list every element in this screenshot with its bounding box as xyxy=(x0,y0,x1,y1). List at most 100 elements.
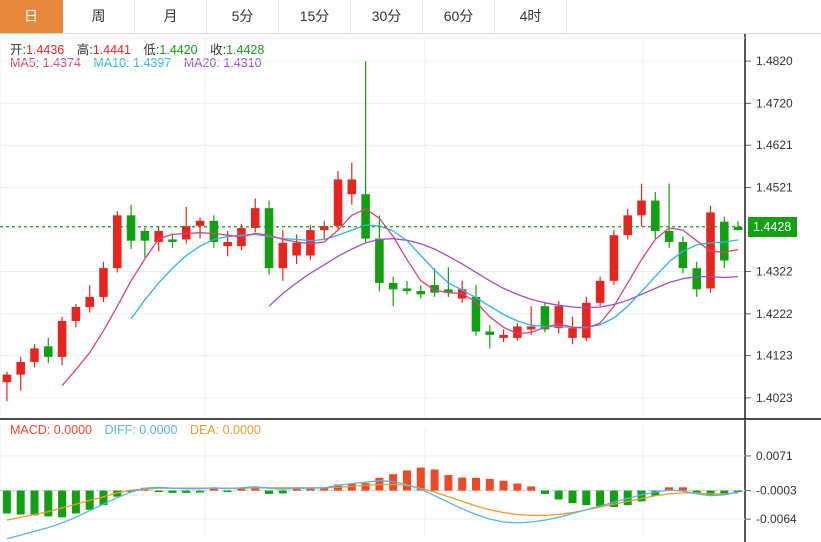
candle-body xyxy=(430,285,439,293)
candle-28 xyxy=(388,276,398,307)
candle-body xyxy=(181,225,191,240)
macd-histogram-bar-49 xyxy=(678,487,687,491)
low-label: 低: xyxy=(143,43,160,57)
ma10-label: MA10: xyxy=(93,56,130,70)
candle-34 xyxy=(471,285,481,336)
candle-1 xyxy=(16,356,25,391)
price-tick-label-4: 1.4322 xyxy=(756,265,793,279)
ma20-label: MA20: xyxy=(183,56,220,70)
candle-body xyxy=(444,289,453,293)
candle-body xyxy=(733,226,743,231)
candle-body xyxy=(2,374,12,383)
candle-body xyxy=(651,200,660,231)
macd-histogram-bar-34 xyxy=(472,477,480,491)
price-tick-label-7: 1.4023 xyxy=(756,391,793,405)
tab-7[interactable]: 60分 xyxy=(423,0,495,33)
candle-body xyxy=(209,220,219,242)
candle-8 xyxy=(112,211,122,273)
dea-value: 0.0000 xyxy=(222,423,261,437)
candle-body xyxy=(499,334,508,338)
candle-body xyxy=(44,346,53,357)
tab-3[interactable]: 月 xyxy=(135,0,207,33)
macd-histogram-bar-12 xyxy=(168,490,177,493)
tab-6[interactable]: 30分 xyxy=(351,0,423,33)
price-tick-label-6: 1.4123 xyxy=(756,349,793,363)
candle-body xyxy=(402,288,412,291)
tab-2[interactable]: 周 xyxy=(63,0,135,33)
ma20-value: 1.4310 xyxy=(223,56,262,70)
macd-histogram-bar-28 xyxy=(389,474,398,491)
candle-5 xyxy=(71,304,81,328)
tab-4[interactable]: 5分 xyxy=(207,0,279,33)
macd-histogram-bar-52 xyxy=(720,490,729,495)
candle-body xyxy=(471,296,481,332)
macd-histogram-bar-16 xyxy=(223,490,232,493)
candle-0 xyxy=(2,371,12,402)
candle-body xyxy=(416,290,426,295)
candle-23 xyxy=(319,220,329,240)
macd-histogram-bar-3 xyxy=(44,490,53,517)
macd-histogram-bar-35 xyxy=(485,478,494,491)
candlestick-chart[interactable]: 1.4820 1.4720 1.4621 1.4521 1.4322 1.4222 1.41… xyxy=(0,34,821,542)
candle-body xyxy=(485,331,495,335)
candle-43 xyxy=(595,276,605,307)
macd-histogram-bar-13 xyxy=(182,490,191,493)
macd-histogram-bar-21 xyxy=(292,487,301,491)
macd-histogram-bar-1 xyxy=(16,490,25,515)
candle-body xyxy=(692,268,701,290)
candle-3 xyxy=(44,337,53,364)
price-tick-label-3: 1.4521 xyxy=(756,180,793,194)
ma10-value: 1.4397 xyxy=(133,56,172,70)
price-tick-label-5: 1.4222 xyxy=(756,307,793,321)
candle-body xyxy=(513,326,522,338)
macd-histogram-bar-18 xyxy=(251,487,260,491)
macd-histogram-bar-50 xyxy=(692,490,701,493)
candle-body xyxy=(112,215,122,269)
diff-label: DIFF: xyxy=(104,423,136,437)
candle-2 xyxy=(30,344,39,368)
tab-1[interactable]: 日 xyxy=(0,0,63,33)
macd-histogram-bar-31 xyxy=(430,469,439,491)
candle-41 xyxy=(568,316,577,345)
candle-14 xyxy=(195,217,205,239)
timeframe-tabbar[interactable]: 日周月 5分 15分 30分 60分 4时 xyxy=(0,0,821,34)
candle-body xyxy=(361,194,370,239)
tab-5[interactable]: 15分 xyxy=(279,0,351,33)
candle-body xyxy=(57,320,67,357)
candle-body xyxy=(306,230,315,256)
candle-body xyxy=(582,302,591,338)
candle-7 xyxy=(99,261,108,302)
macd-histogram-bar-40 xyxy=(554,490,563,500)
candle-body xyxy=(264,208,274,269)
macd-histogram-bar-2 xyxy=(30,490,39,516)
candle-body xyxy=(595,280,605,303)
macd-histogram-bar-30 xyxy=(416,467,425,491)
open-label: 开: xyxy=(10,43,26,57)
macd-histogram-bar-5 xyxy=(71,490,80,514)
macd-histogram-bar-33 xyxy=(458,477,467,491)
candle-body xyxy=(85,296,94,308)
candle-22 xyxy=(306,225,315,260)
ma5-label: MA5: xyxy=(10,56,40,70)
macd-histogram-bar-19 xyxy=(265,490,273,494)
moving-average-legend: MA5: 1.4374 MA10: 1.4397 MA20: 1.4310 xyxy=(10,56,271,70)
candle-body xyxy=(706,212,715,289)
candle-42 xyxy=(582,296,591,341)
high-label: 高: xyxy=(76,43,93,57)
tab-8[interactable]: 4时 xyxy=(495,0,567,33)
candle-body xyxy=(195,220,205,226)
candle-body xyxy=(292,242,301,256)
candle-24 xyxy=(333,170,343,231)
candle-50 xyxy=(692,261,701,297)
candle-body xyxy=(71,307,81,321)
macd-histogram-bar-39 xyxy=(541,490,549,494)
candle-25 xyxy=(347,162,357,205)
candle-body xyxy=(540,306,550,330)
macd-histogram-bar-4 xyxy=(58,490,67,518)
ohlc-legend: 开:1.4436 高:1.4441 低:1.4420 收:1.4428 xyxy=(10,39,273,58)
candle-37 xyxy=(513,323,522,341)
candle-40 xyxy=(554,301,564,334)
ma5-value: 1.4374 xyxy=(42,56,81,70)
macd-histogram-bar-22 xyxy=(306,487,315,491)
candle-29 xyxy=(402,280,412,295)
